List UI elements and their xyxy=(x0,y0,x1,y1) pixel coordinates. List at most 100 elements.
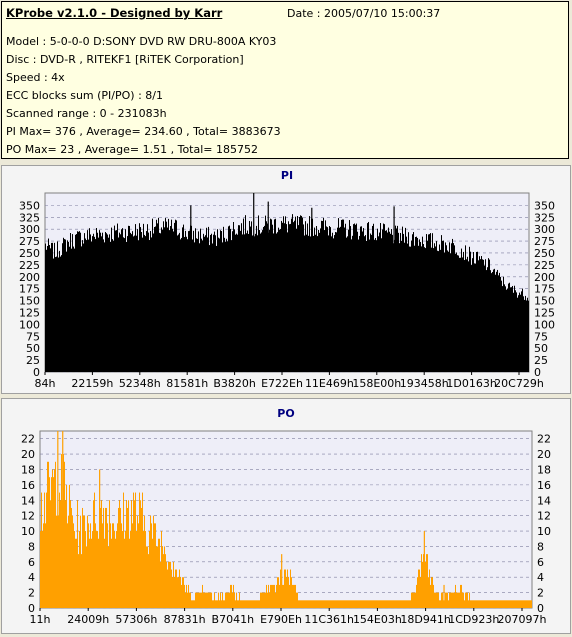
data-bar xyxy=(402,226,403,372)
data-bar xyxy=(208,592,209,608)
data-bar xyxy=(344,600,345,608)
data-bar xyxy=(76,234,77,372)
data-bar xyxy=(361,600,362,608)
data-bar xyxy=(493,600,494,608)
data-bar xyxy=(269,229,270,372)
data-bar xyxy=(492,271,493,372)
y-tick-label-left: 100 xyxy=(19,318,40,331)
data-bar xyxy=(511,287,512,372)
data-bar xyxy=(336,600,337,608)
data-bar xyxy=(308,600,309,608)
data-bar xyxy=(216,600,217,608)
data-bar xyxy=(208,226,209,372)
data-bar xyxy=(177,577,178,608)
data-bar xyxy=(507,600,508,608)
data-bar xyxy=(317,600,318,608)
data-bar xyxy=(426,554,427,608)
data-bar xyxy=(324,600,325,608)
data-bar xyxy=(312,600,313,608)
y-tick-label-right: 225 xyxy=(534,259,555,272)
data-bar xyxy=(318,600,319,608)
data-bar xyxy=(95,239,96,372)
data-bar xyxy=(367,600,368,608)
data-bar xyxy=(425,561,426,608)
data-bar xyxy=(118,237,119,372)
data-bar xyxy=(278,577,279,608)
y-tick-label-left: 225 xyxy=(19,259,40,272)
data-bar xyxy=(447,592,448,608)
data-bar xyxy=(423,554,424,608)
y-tick-label-right: 14 xyxy=(537,494,551,507)
data-bar xyxy=(251,221,252,372)
spike-bar xyxy=(443,584,445,608)
data-bar xyxy=(156,546,157,608)
data-bar xyxy=(93,500,94,608)
data-bar xyxy=(460,257,461,372)
data-bar xyxy=(422,236,423,372)
data-bar xyxy=(213,600,214,608)
data-bar xyxy=(343,219,344,372)
data-bar xyxy=(316,600,317,608)
data-bar xyxy=(324,230,325,372)
data-bar xyxy=(210,234,211,372)
data-bar xyxy=(348,229,349,372)
data-bar xyxy=(222,592,223,608)
data-bar xyxy=(297,216,298,372)
data-bar xyxy=(176,220,177,372)
data-bar xyxy=(504,284,505,372)
spike-bar xyxy=(281,554,283,608)
data-bar xyxy=(194,242,195,372)
data-bar xyxy=(401,600,402,608)
data-bar xyxy=(294,584,295,608)
y-tick-label-right: 4 xyxy=(537,571,544,584)
data-bar xyxy=(169,561,170,608)
data-bar xyxy=(255,600,256,608)
data-bar xyxy=(91,538,92,608)
y-tick-label-left: 250 xyxy=(19,247,40,260)
data-bar xyxy=(515,600,516,608)
data-bar xyxy=(181,237,182,372)
data-bar xyxy=(204,592,205,608)
data-bar xyxy=(397,600,398,608)
data-bar xyxy=(101,236,102,372)
data-bar xyxy=(226,238,227,372)
data-bar xyxy=(212,243,213,372)
data-bar xyxy=(50,500,51,608)
data-bar xyxy=(246,233,247,372)
data-bar xyxy=(207,592,208,608)
data-bar xyxy=(473,600,474,608)
data-bar xyxy=(452,592,453,608)
data-bar xyxy=(289,584,290,608)
data-bar xyxy=(123,492,124,608)
y-tick-label-right: 200 xyxy=(534,271,555,284)
data-bar xyxy=(362,600,363,608)
data-bar xyxy=(350,600,351,608)
data-bar xyxy=(400,232,401,372)
data-bar xyxy=(300,215,301,372)
data-bar xyxy=(298,600,299,608)
data-bar xyxy=(505,286,506,372)
data-bar xyxy=(495,274,496,372)
data-bar xyxy=(150,515,151,608)
data-bar xyxy=(264,592,265,608)
data-bar xyxy=(482,259,483,372)
data-bar xyxy=(399,600,400,608)
data-bar xyxy=(51,477,52,608)
data-bar xyxy=(85,238,86,372)
data-bar xyxy=(214,231,215,372)
data-bar xyxy=(366,600,367,608)
data-bar xyxy=(189,592,190,608)
data-bar xyxy=(123,237,124,372)
data-bar xyxy=(129,225,130,372)
data-bar xyxy=(528,300,529,372)
data-bar xyxy=(355,224,356,372)
data-bar xyxy=(405,600,406,608)
data-bar xyxy=(278,227,279,372)
data-bar xyxy=(80,515,81,608)
data-bar xyxy=(81,246,82,372)
data-bar xyxy=(481,600,482,608)
y-tick-label-right: 100 xyxy=(534,318,555,331)
x-tick-label: 18D941h xyxy=(400,613,450,626)
data-bar xyxy=(510,287,511,372)
